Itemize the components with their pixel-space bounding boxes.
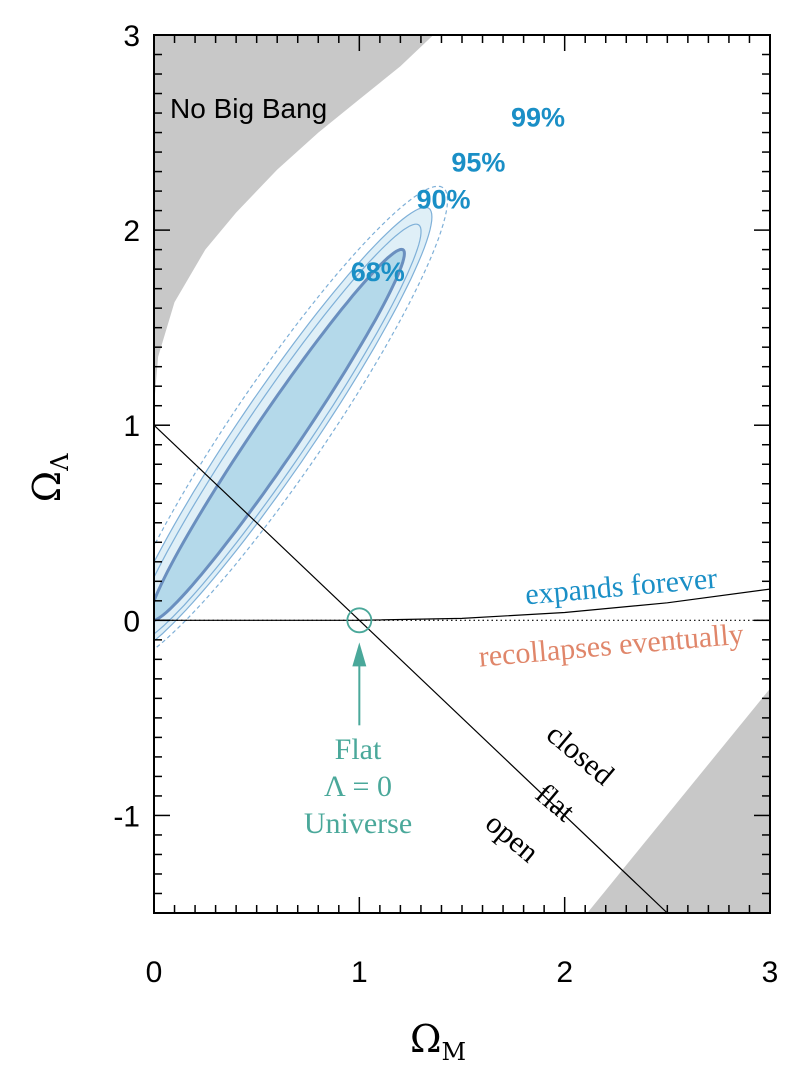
y-tick-label: 1 [123, 410, 140, 443]
contour-68-percent [154, 247, 406, 622]
y-axis-title: ΩΛ [25, 453, 74, 503]
x-tick-label: 2 [556, 956, 573, 989]
y-tick-label: -1 [113, 800, 140, 833]
no-big-bang-label: No Big Bang [170, 93, 327, 124]
contour-label-68: 68% [351, 257, 405, 287]
contour-99-percent [154, 185, 449, 651]
recollapses-eventually-label: recollapses eventually [477, 618, 745, 674]
flat-label: flat [529, 777, 581, 828]
flat-universe-label-line1: Flat [335, 733, 382, 766]
flat-universe-line [154, 424, 668, 913]
flat-universe-point-marker [346, 607, 373, 634]
axis-tick-labels: 0 1 2 3 -1 0 1 2 3 [113, 20, 778, 989]
expands-forever-label: expands forever [524, 562, 719, 612]
contour-label-95: 95% [451, 148, 505, 178]
x-axis-title: ΩM [410, 1017, 466, 1066]
flat-universe-arrow-head [352, 642, 367, 667]
x-tick-label: 0 [146, 956, 163, 989]
contour-label-99: 99% [511, 103, 565, 133]
y-tick-label: 0 [123, 605, 140, 638]
contour-label-90: 90% [416, 185, 470, 215]
flat-universe-label-line2: Λ = 0 [324, 770, 392, 803]
x-tick-label: 3 [762, 956, 779, 989]
y-tick-label: 3 [123, 20, 140, 53]
y-tick-label: 2 [123, 215, 140, 248]
no-big-bang-region [154, 35, 434, 406]
expands-forever-boundary-line [154, 588, 770, 621]
flat-universe-label-line3: Universe [304, 807, 412, 840]
open-label: open [479, 806, 545, 869]
x-tick-label: 1 [351, 956, 368, 989]
lower-right-shaded-region [587, 688, 770, 913]
axis-ticks [153, 34, 771, 914]
